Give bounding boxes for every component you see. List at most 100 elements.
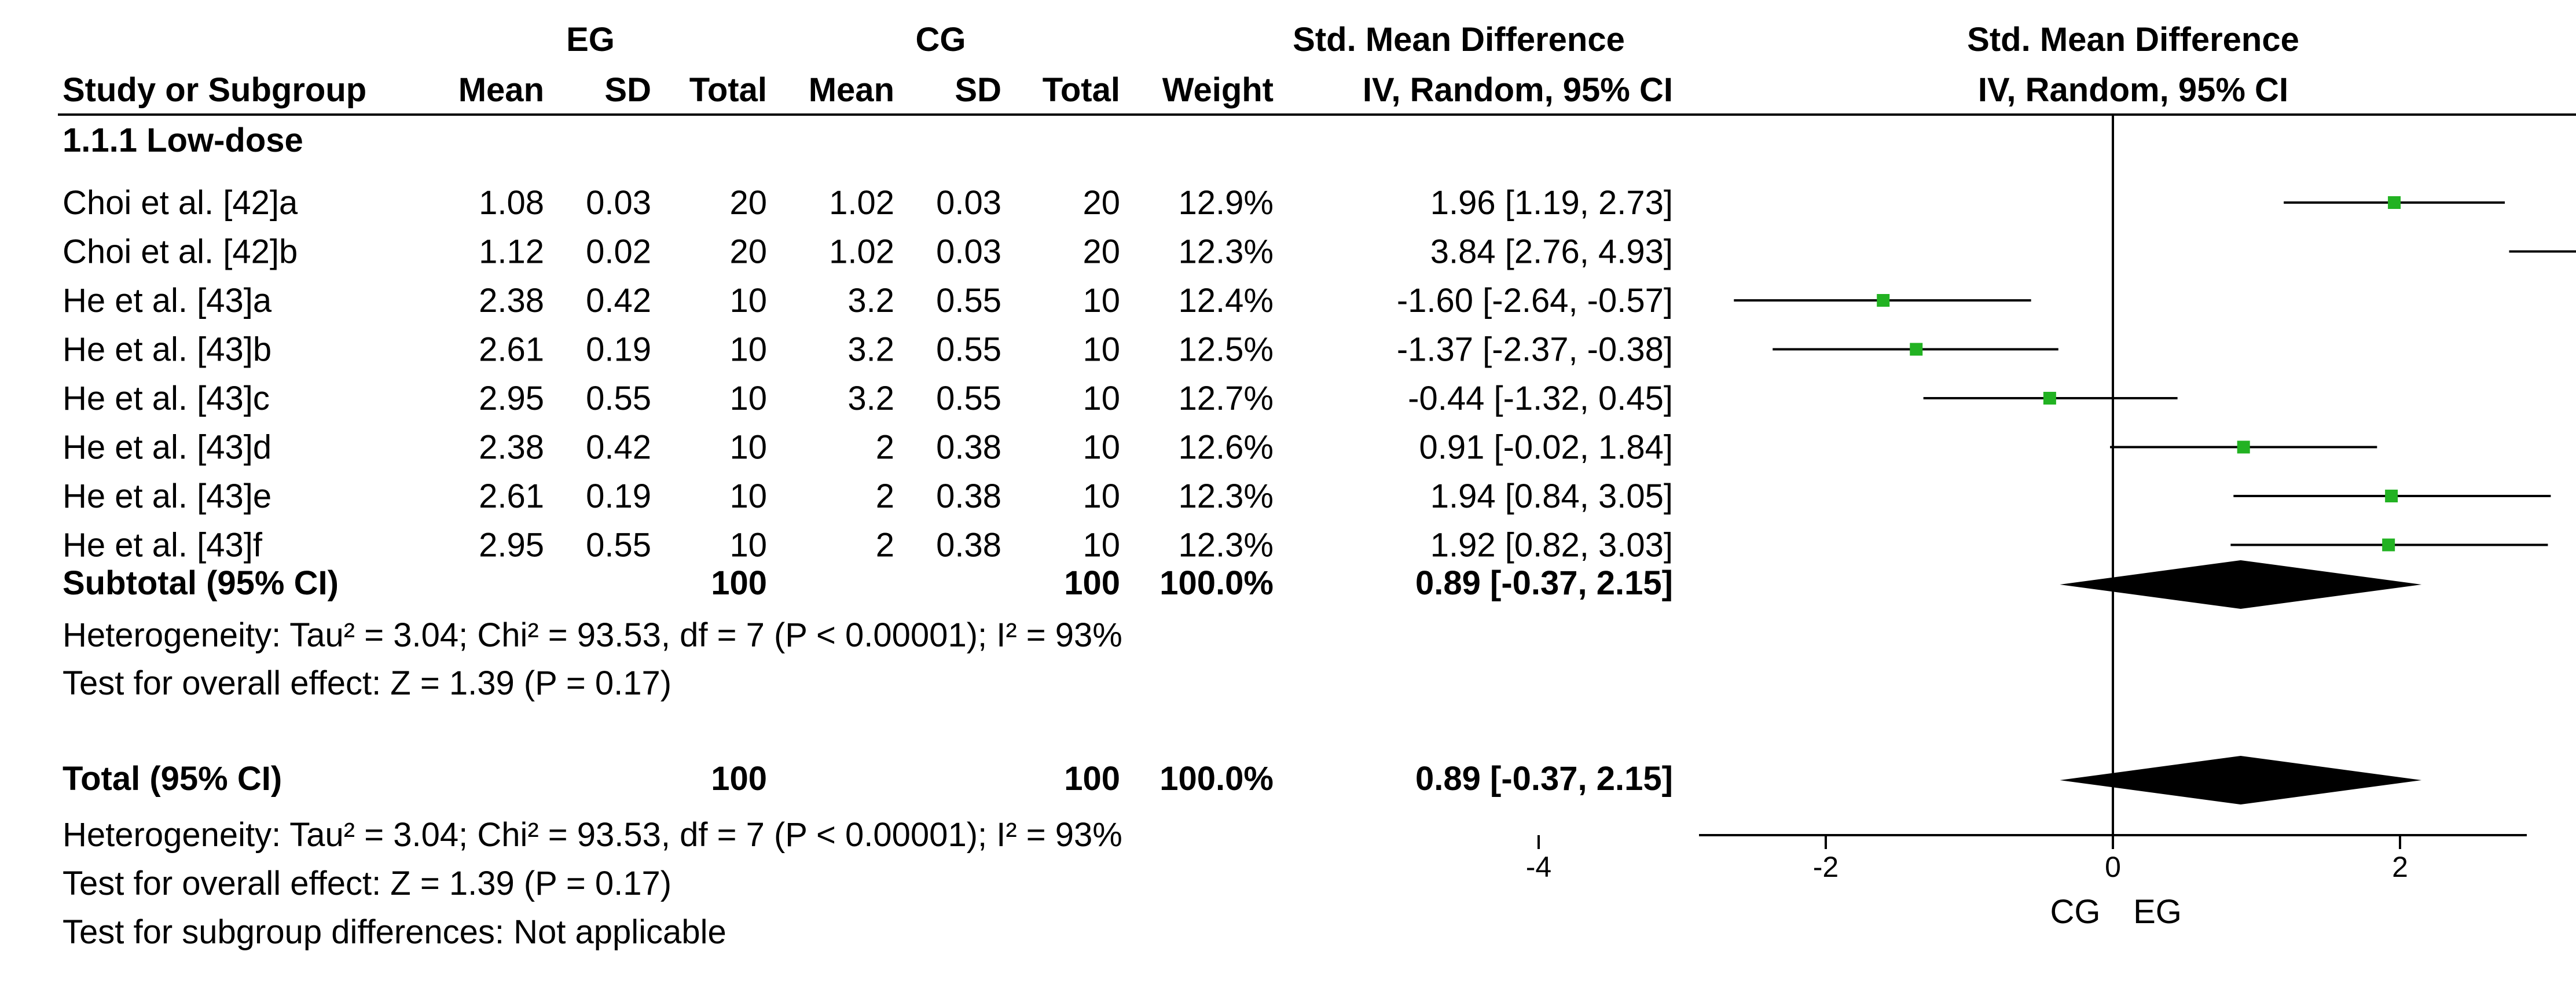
total-diamond (2060, 756, 2422, 804)
study-name: He et al. [43]c (63, 380, 270, 417)
weight: 12.3% (1179, 477, 1274, 515)
x-axis: -4-2024 (1526, 834, 2527, 883)
col-eg-mean: Mean (458, 71, 544, 109)
eg-sd: 0.03 (586, 184, 651, 222)
subtotal-cg-total: 100 (1064, 564, 1120, 602)
total-overall-effect: Test for overall effect: Z = 1.39 (P = 0… (63, 865, 671, 902)
header-smd-title: Std. Mean Difference (1293, 21, 1625, 58)
cg-sd: 0.03 (936, 184, 1001, 222)
weight: 12.9% (1179, 184, 1274, 222)
subtotal-weight: 100.0% (1159, 564, 1274, 602)
study-marker (2043, 392, 2056, 405)
table-row: He et al. [43]d 2.38 0.42 10 2 0.38 10 12.6% 0.9… (63, 429, 1673, 466)
eg-sd: 0.02 (586, 233, 651, 271)
weight: 12.6% (1179, 429, 1274, 466)
ci-text: 0.91 [-0.02, 1.84] (1419, 429, 1673, 466)
table-row: Choi et al. [42]b 1.12 0.02 20 1.02 0.03 20 12.… (63, 233, 1673, 271)
ci-text: 1.92 [0.82, 3.03] (1430, 527, 1673, 564)
subtotal-label: Subtotal (95% CI) (63, 564, 339, 602)
study-marker (1877, 294, 1890, 307)
cg-mean: 3.2 (847, 282, 894, 319)
table-row: Choi et al. [42]a 1.08 0.03 20 1.02 0.03 20 12.… (63, 184, 1673, 222)
header-plot-title: Std. Mean Difference (1967, 21, 2299, 58)
eg-sd: 0.42 (586, 282, 651, 319)
col-cg-total: Total (1043, 71, 1120, 109)
study-marker (2385, 490, 2398, 502)
cg-sd: 0.55 (936, 331, 1001, 369)
total-weight: 100.0% (1159, 760, 1274, 798)
col-cg-mean: Mean (809, 71, 894, 109)
eg-sd: 0.55 (586, 527, 651, 564)
total-ci: 0.89 [-0.37, 2.15] (1415, 760, 1673, 798)
cg-mean: 2 (876, 527, 894, 564)
cg-sd: 0.03 (936, 233, 1001, 271)
eg-total: 20 (729, 233, 767, 271)
ci-text: 1.96 [1.19, 2.73] (1430, 184, 1673, 222)
axis-label-left: CG (2050, 893, 2101, 931)
cg-sd: 0.38 (936, 527, 1001, 564)
weight: 12.4% (1179, 282, 1274, 319)
study-name: He et al. [43]f (63, 527, 263, 564)
cg-total: 10 (1082, 429, 1120, 466)
cg-total: 10 (1082, 282, 1120, 319)
eg-total: 10 (729, 527, 767, 564)
ci-text: -1.37 [-2.37, -0.38] (1397, 331, 1673, 369)
subgroup-differences: Test for subgroup differences: Not appli… (63, 913, 726, 951)
tick-label: -2 (1813, 851, 1839, 883)
study-marker (2388, 196, 2401, 209)
cg-sd: 0.38 (936, 429, 1001, 466)
subgroup-title: 1.1.1 Low-dose (63, 122, 303, 159)
eg-total: 10 (729, 429, 767, 466)
study-marker (1910, 343, 1923, 356)
study-name: Choi et al. [42]b (63, 233, 298, 271)
subtotal-eg-total: 100 (711, 564, 767, 602)
cg-mean: 1.02 (829, 233, 894, 271)
study-name: He et al. [43]d (63, 429, 271, 466)
study-name: He et al. [43]e (63, 477, 271, 515)
col-study: Study or Subgroup (63, 71, 366, 109)
cg-total: 10 (1082, 477, 1120, 515)
total-label: Total (95% CI) (63, 760, 282, 798)
cg-mean: 2 (876, 477, 894, 515)
study-name: Choi et al. [42]a (63, 184, 298, 222)
eg-total: 10 (729, 331, 767, 369)
header-plot-method: IV, Random, 95% CI (1978, 71, 2288, 109)
cg-total: 20 (1082, 184, 1120, 222)
total-heterogeneity: Heterogeneity: Tau² = 3.04; Chi² = 93.53… (63, 816, 1122, 854)
ci-text: -0.44 [-1.32, 0.45] (1408, 380, 1673, 417)
total-cg-total: 100 (1064, 760, 1120, 798)
cg-mean: 2 (876, 429, 894, 466)
eg-sd: 0.42 (586, 429, 651, 466)
subgroup-overall-effect: Test for overall effect: Z = 1.39 (P = 0… (63, 664, 671, 702)
header-cg-group: CG (916, 21, 966, 58)
ci-text: 3.84 [2.76, 4.93] (1430, 233, 1673, 271)
cg-mean: 3.2 (847, 331, 894, 369)
ci-text: -1.60 [-2.64, -0.57] (1397, 282, 1673, 319)
table-row: He et al. [43]f 2.95 0.55 10 2 0.38 10 12.3% 1.9… (63, 527, 1673, 564)
study-marker (2237, 440, 2250, 454)
study-name: He et al. [43]a (63, 282, 272, 319)
eg-mean: 2.95 (479, 527, 544, 564)
table-row: He et al. [43]b 2.61 0.19 10 3.2 0.55 10 12.5% -… (63, 331, 1673, 369)
cg-mean: 1.02 (829, 184, 894, 222)
cg-total: 10 (1082, 331, 1120, 369)
ci-text: 1.94 [0.84, 3.05] (1430, 477, 1673, 515)
subtotal-ci: 0.89 [-0.37, 2.15] (1415, 564, 1673, 602)
cg-total: 10 (1082, 380, 1120, 417)
col-cg-sd: SD (955, 71, 1001, 109)
cg-sd: 0.55 (936, 380, 1001, 417)
eg-total: 20 (729, 184, 767, 222)
col-eg-sd: SD (604, 71, 651, 109)
table-row: He et al. [43]c 2.95 0.55 10 3.2 0.55 10 12.7% -… (63, 380, 1673, 417)
subtotal-diamond (2060, 560, 2422, 609)
tick-label: 0 (2105, 851, 2121, 883)
col-weight: Weight (1162, 71, 1274, 109)
cg-sd: 0.38 (936, 477, 1001, 515)
col-eg-total: Total (689, 71, 767, 109)
cg-total: 10 (1082, 527, 1120, 564)
tick-label: 2 (2392, 851, 2408, 883)
axis-label-right: EG (2133, 893, 2182, 931)
eg-mean: 2.61 (479, 477, 544, 515)
eg-total: 10 (729, 477, 767, 515)
table-row: He et al. [43]a 2.38 0.42 10 3.2 0.55 10 12.4% -… (63, 282, 1673, 319)
